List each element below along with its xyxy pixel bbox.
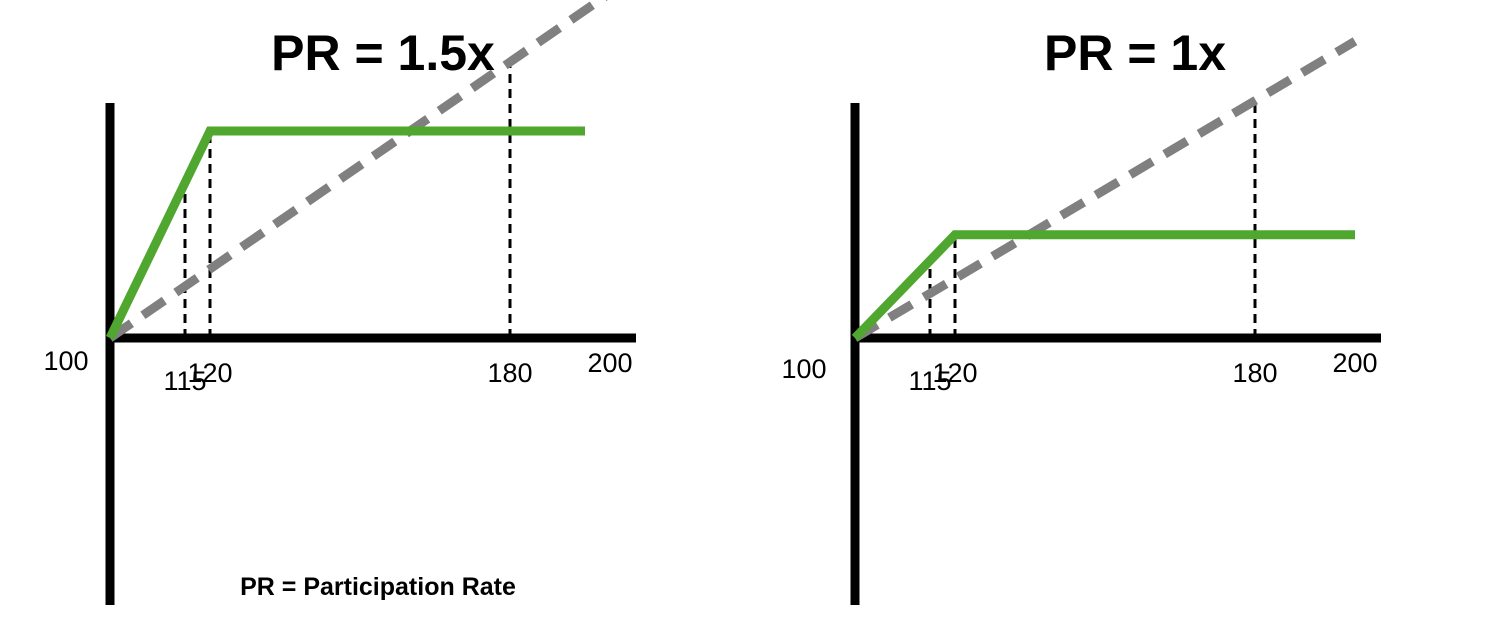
payoff-line xyxy=(105,126,585,340)
payoff-line xyxy=(851,230,1355,342)
reference-line xyxy=(107,0,608,342)
participation-rate-note: PR = Participation Rate xyxy=(240,573,516,601)
x-tick-label-200: 200 xyxy=(587,348,632,378)
origin-label: 100 xyxy=(781,354,826,384)
x-tick-label-115: 115 xyxy=(163,366,206,396)
x-tick-label-200: 200 xyxy=(1332,348,1377,378)
chart-title: PR = 1.5x xyxy=(271,25,495,81)
x-tick-label-120: 120 xyxy=(187,358,232,388)
x-tick-label-115: 115 xyxy=(908,366,951,396)
reference-line xyxy=(852,37,1358,342)
origin-label: 100 xyxy=(43,346,88,376)
x-tick-label-120: 120 xyxy=(932,358,977,388)
x-tick-label-180: 180 xyxy=(1232,358,1277,388)
chart-title: PR = 1x xyxy=(1044,25,1226,81)
x-tick-label-180: 180 xyxy=(487,358,532,388)
